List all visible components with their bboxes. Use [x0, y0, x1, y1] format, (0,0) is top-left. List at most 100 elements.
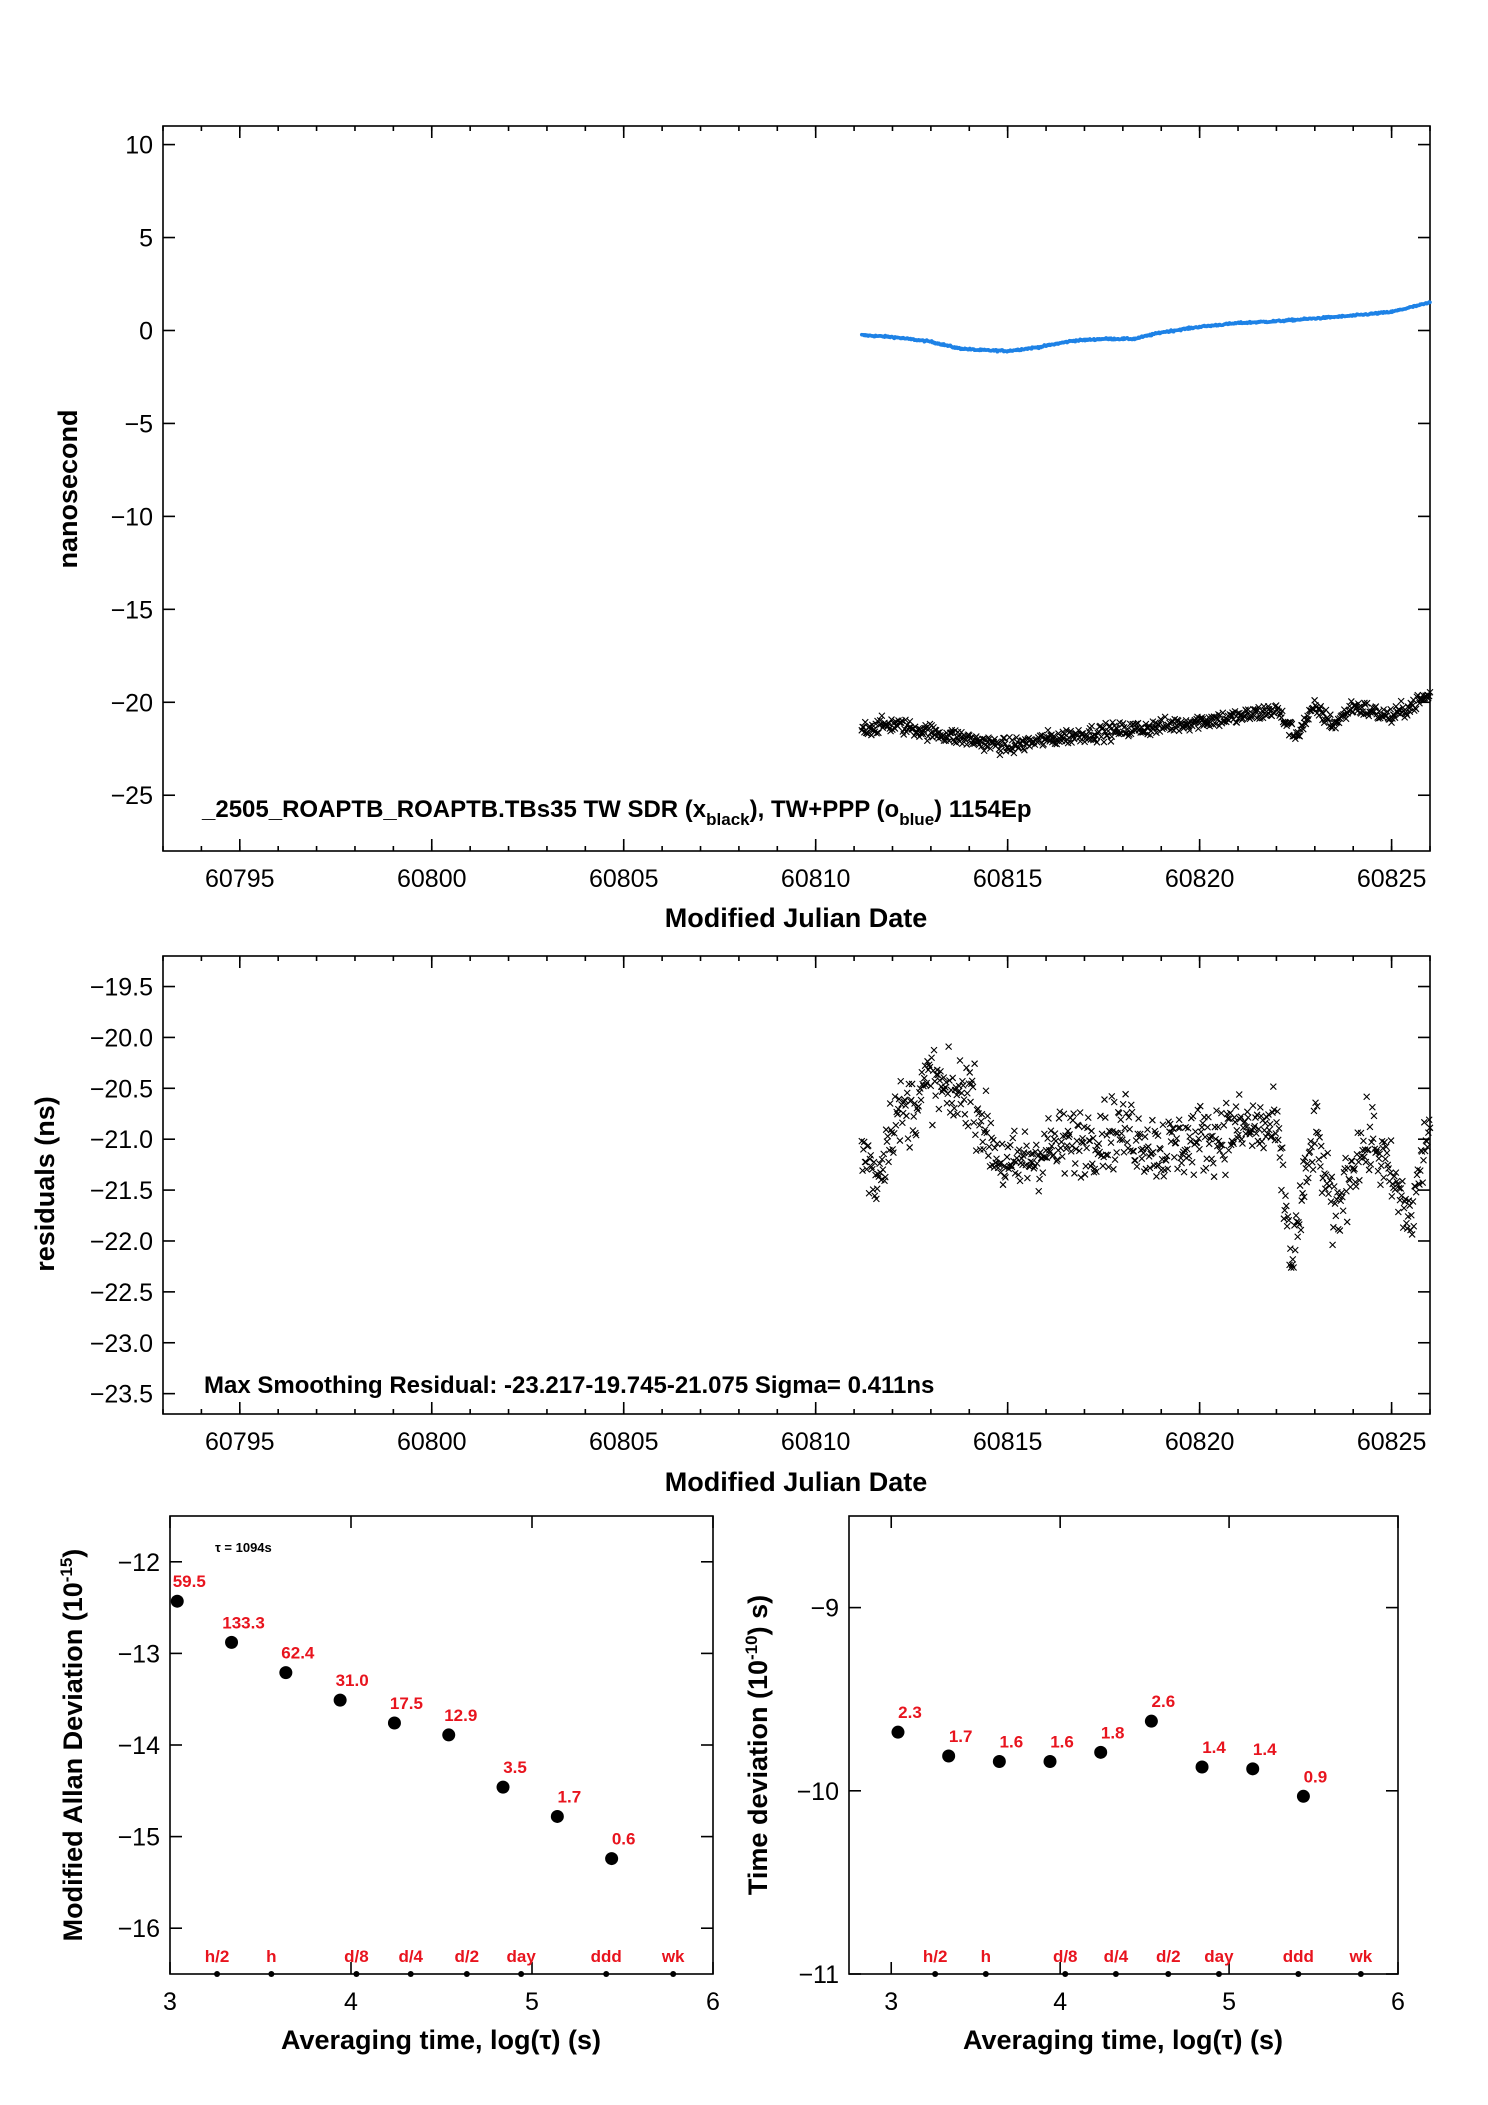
residual-x-point — [1139, 1145, 1147, 1153]
residual-x-point — [967, 1098, 974, 1106]
black-x-point — [1175, 727, 1183, 735]
residual-x-point — [1138, 1155, 1146, 1163]
residual-x-point — [1309, 1166, 1317, 1173]
residual-x-point — [1226, 1115, 1233, 1123]
residual-x-point — [1071, 1160, 1079, 1167]
residual-x-point — [1250, 1124, 1258, 1132]
residual-x-point — [1424, 1129, 1432, 1136]
residual-x-point — [1041, 1130, 1048, 1138]
residual-x-point — [1266, 1120, 1274, 1128]
residual-x-point — [1142, 1165, 1150, 1173]
deviation-point — [1246, 1762, 1260, 1776]
residual-x-point — [1243, 1123, 1250, 1131]
black-x-point — [1342, 715, 1350, 723]
x-tick-label: 60805 — [589, 1428, 659, 1456]
residual-x-point — [1102, 1151, 1110, 1159]
residual-x-point — [1243, 1108, 1251, 1116]
allan-deviation-ticks: 3 4 5 6 −12 −13 −14 −15 −16 — [118, 1516, 720, 2016]
residual-x-point — [897, 1077, 905, 1085]
residual-x-point — [1001, 1172, 1009, 1180]
residual-x-point — [1310, 1107, 1318, 1115]
residual-x-point — [1041, 1153, 1049, 1161]
residual-x-point — [1058, 1153, 1066, 1160]
residual-x-point — [1355, 1176, 1363, 1184]
time-marker-label: d/2 — [1156, 1947, 1181, 1966]
black-x-point — [980, 747, 988, 755]
black-x-point — [1109, 719, 1117, 726]
residual-x-point — [864, 1142, 872, 1149]
residual-x-point — [895, 1095, 903, 1103]
residual-x-point — [1279, 1161, 1287, 1169]
residual-x-point — [1317, 1142, 1325, 1150]
residual-x-point — [1089, 1134, 1097, 1142]
residual-x-point — [1292, 1212, 1300, 1219]
time-marker-label: day — [1204, 1947, 1234, 1966]
residual-x-point — [1157, 1166, 1165, 1174]
residual-x-point — [875, 1173, 883, 1181]
residual-x-point — [1294, 1233, 1302, 1241]
residual-x-point — [1170, 1153, 1178, 1161]
residual-x-point — [1144, 1143, 1152, 1151]
black-x-point — [1395, 706, 1402, 714]
residual-x-point — [863, 1165, 871, 1173]
black-x-point — [1194, 725, 1202, 732]
residual-x-point — [969, 1083, 977, 1091]
black-x-point — [1299, 725, 1307, 733]
residual-x-point — [1233, 1126, 1241, 1134]
black-x-point — [1372, 703, 1380, 710]
residual-x-point — [917, 1096, 925, 1104]
residual-x-point — [1229, 1138, 1237, 1146]
residual-x-point — [1343, 1218, 1351, 1226]
deviation-point — [550, 1809, 564, 1823]
residual-x-point — [1359, 1146, 1367, 1154]
residual-x-point — [1141, 1133, 1149, 1141]
residual-x-point — [1066, 1131, 1073, 1138]
y-tick-label: 10 — [125, 132, 153, 160]
x-tick-label: 60800 — [397, 865, 467, 893]
residual-x-point — [970, 1119, 978, 1126]
residual-x-point — [996, 1159, 1004, 1167]
x-tick-label: 60825 — [1357, 865, 1427, 893]
point-value-label: 62.4 — [281, 1644, 315, 1663]
time-marker-dot — [353, 1971, 360, 1977]
time-marker-dot — [407, 1971, 414, 1977]
residual-x-point — [867, 1151, 875, 1159]
residual-x-point — [1348, 1157, 1356, 1165]
residual-x-point — [1140, 1149, 1147, 1157]
black-x-point — [1361, 699, 1368, 707]
residual-x-point — [1160, 1172, 1168, 1180]
residual-x-point — [900, 1098, 908, 1106]
residual-x-point — [1218, 1141, 1226, 1149]
residual-x-point — [1299, 1158, 1307, 1165]
residual-x-point — [929, 1121, 936, 1129]
residual-x-point — [1173, 1135, 1181, 1142]
residual-x-point — [868, 1165, 876, 1173]
residual-x-point — [1351, 1165, 1358, 1173]
residual-x-point — [1077, 1174, 1085, 1181]
black-x-point — [1124, 725, 1131, 733]
blue-point — [1428, 300, 1432, 305]
residual-x-point — [1397, 1185, 1405, 1192]
black-x-point — [1212, 720, 1220, 728]
residual-x-point — [998, 1140, 1006, 1148]
residual-x-point — [1408, 1231, 1416, 1238]
x-tick-label: 60815 — [973, 1428, 1043, 1456]
black-x-point — [906, 718, 914, 725]
allan-deviation-marks: 59.5 133.3 62.4 31.0 17.5 12.9 3.5 1.7 0.6 h/2 h d/… — [170, 1572, 685, 1977]
residual-x-point — [930, 1046, 938, 1054]
time-marker-dot — [214, 1971, 221, 1977]
residual-x-point — [1212, 1135, 1220, 1143]
black-x-point — [927, 729, 935, 737]
residual-x-point — [1023, 1174, 1031, 1182]
residual-x-point — [1217, 1141, 1224, 1149]
residual-x-point — [1260, 1144, 1267, 1152]
residual-x-point — [1377, 1181, 1384, 1189]
residual-x-point — [880, 1150, 888, 1158]
residual-x-point — [891, 1093, 899, 1101]
residual-x-point — [1115, 1109, 1123, 1117]
residual-x-point — [1221, 1155, 1229, 1163]
y-tick-label: −23.5 — [90, 1381, 153, 1409]
residual-x-point — [1314, 1129, 1322, 1137]
residual-x-point — [1322, 1171, 1330, 1179]
residual-x-point — [1301, 1154, 1309, 1162]
